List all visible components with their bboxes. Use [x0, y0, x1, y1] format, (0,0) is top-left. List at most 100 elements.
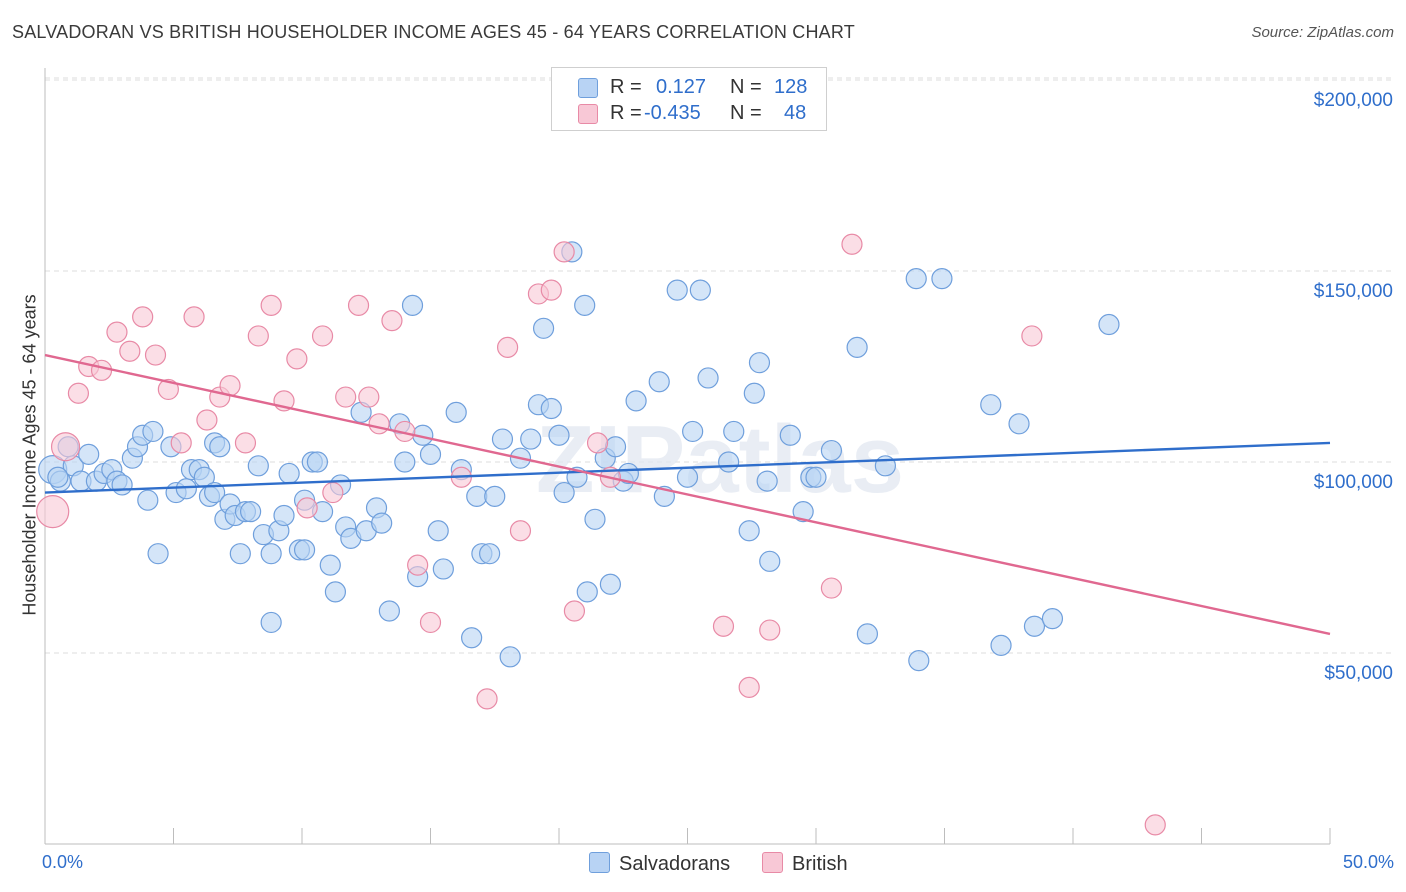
salvadoran-point [574, 294, 596, 316]
salvadoran-point [759, 550, 781, 572]
salvadoran-point [553, 481, 575, 504]
salvadoran-point [47, 466, 69, 488]
trend-lines [44, 353, 1331, 636]
salvadoran-point [738, 520, 760, 542]
salvadoran-point [756, 470, 778, 492]
salvadoran-point [306, 451, 329, 473]
british-swatch [762, 852, 783, 873]
legend-item-salvadorans[interactable]: Salvadorans [589, 852, 730, 876]
salvadoran-point [484, 485, 506, 507]
axes [44, 68, 1331, 845]
salvadoran-point [723, 420, 745, 443]
british-point [170, 432, 192, 454]
r-label: R = [610, 102, 642, 124]
british-point [540, 279, 562, 301]
salvadoran-point [324, 581, 347, 603]
salvadoran-point [779, 424, 801, 446]
salvadoran-swatch [578, 78, 598, 98]
salvadoran-point [273, 504, 295, 527]
salvadoran-point [980, 394, 1002, 416]
british-points [36, 233, 1166, 836]
salvadoran-point [175, 478, 197, 500]
british-point [90, 359, 113, 381]
salvadoran-point [432, 558, 454, 580]
salvadoran-point [260, 543, 282, 565]
british-point [183, 306, 205, 328]
british-point [132, 306, 154, 328]
salvadoran-point [78, 443, 100, 465]
salvadoran-point [394, 451, 416, 473]
salvadoran-point [278, 462, 300, 485]
salvadoran-point [743, 382, 765, 404]
british-point [419, 611, 442, 634]
salvadoran-point [990, 634, 1012, 656]
salvadoran-point [625, 390, 647, 412]
y-axis-label: Householder Income Ages 45 - 64 years [19, 294, 40, 616]
salvadoran-point [748, 352, 771, 374]
salvadoran-point [908, 650, 930, 672]
salvadoran-point [584, 508, 606, 530]
legend-item-british[interactable]: British [762, 852, 848, 876]
british-point [368, 413, 390, 435]
salvadoran-point [260, 611, 282, 634]
salvadoran-swatch [589, 852, 610, 873]
british-point [381, 310, 403, 332]
salvadoran-point [401, 294, 424, 316]
n-value: 48 [784, 102, 807, 124]
n-label: N = [730, 102, 762, 124]
salvadoran-point [240, 501, 262, 523]
british-point [335, 386, 357, 408]
british-point [144, 344, 167, 366]
salvadoran-point [540, 397, 562, 420]
salvadoran-point [682, 420, 704, 443]
salvadoran-point [319, 554, 341, 576]
british-point [119, 340, 141, 362]
salvadoran-point [532, 317, 555, 339]
salvadoran-point [466, 485, 488, 507]
legend-label: Salvadorans [619, 853, 731, 875]
salvadoran-point [1023, 615, 1046, 637]
salvadoran-point [137, 489, 159, 511]
y-tick-label: $150,000 [1314, 281, 1393, 302]
salvadoran-point [697, 367, 719, 389]
salvadoran-point [209, 436, 231, 458]
british-swatch [578, 104, 598, 124]
british-point [157, 378, 179, 401]
salvadoran-point [491, 428, 514, 450]
salvadoran-point [805, 466, 827, 488]
british-point [1021, 325, 1043, 347]
british-point [509, 520, 532, 542]
british-point [553, 241, 575, 263]
british-point [759, 619, 781, 641]
salvadoran-point [604, 436, 627, 458]
british-point [738, 676, 760, 698]
salvadoran-point [689, 279, 711, 301]
salvadoran-point [142, 420, 164, 443]
salvadoran-point [111, 474, 133, 496]
salvadoran-trend-line [44, 441, 1331, 494]
british-point [820, 577, 843, 599]
y-tick-labels: $50,000 $100,000 $150,000 $200,000 [1314, 90, 1393, 684]
correlation-legend: R = 0.127 N = 128 R = -0.435 N = 48 [551, 67, 827, 131]
salvadoran-point [293, 539, 316, 561]
british-point [296, 497, 318, 519]
n-label: N = [730, 76, 762, 98]
r-label: R = [610, 76, 642, 98]
british-point [247, 325, 269, 347]
legend-label: British [792, 853, 848, 875]
british-trend-line [44, 353, 1331, 636]
british-point [476, 688, 498, 710]
salvadoran-point [520, 428, 542, 450]
salvadoran-point [1008, 413, 1030, 435]
british-point [311, 325, 334, 347]
salvadoran-point [905, 268, 927, 290]
british-point [841, 233, 863, 255]
y-tick-label: $200,000 [1314, 90, 1393, 111]
british-point [36, 495, 70, 529]
british-point [586, 432, 609, 454]
salvadoran-point [1098, 313, 1120, 336]
source-label: Source: ZipAtlas.com [1251, 24, 1394, 41]
salvadoran-point [676, 466, 699, 488]
r-value: -0.435 [644, 102, 701, 124]
